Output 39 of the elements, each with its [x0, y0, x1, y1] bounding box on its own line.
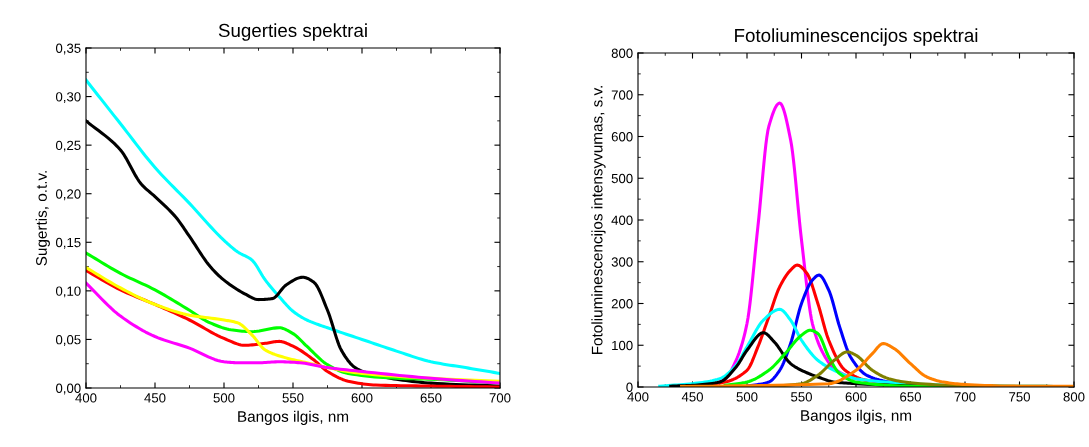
x-tick-label: 400 [75, 393, 97, 403]
x-tick-label: 600 [351, 393, 373, 403]
y-axis-title: Fotoliuminescencijos intensyvumas, s.v. [591, 86, 606, 355]
y-tick-label: 300 [611, 257, 633, 267]
y-tick-label: 100 [612, 340, 633, 351]
x-tick-label: 500 [213, 393, 235, 403]
x-tick-label: 700 [954, 392, 976, 402]
chart-title: Fotoliuminescencijos spektrai [735, 28, 978, 46]
x-tick-label: 650 [420, 393, 442, 403]
y-tick-label: 0,25 [55, 140, 81, 152]
x-tick-label: 500 [736, 392, 758, 402]
y-tick-label: 600 [611, 132, 633, 142]
y-tick-label: 700 [611, 90, 633, 100]
x-tick-label: 700 [489, 393, 511, 403]
x-tick-label: 600 [845, 392, 867, 402]
y-tick-label: 0,10 [55, 286, 81, 298]
y-tick-label: 500 [611, 173, 633, 184]
y-tick-label: 200 [611, 299, 633, 309]
y-tick-label: 0 [626, 382, 633, 392]
y-tick-label: 0,00 [55, 383, 81, 395]
x-tick-label: 750 [1009, 392, 1030, 402]
y-tick-label: 0,30 [55, 92, 81, 104]
chart-title: Sugerties spektrai [218, 23, 367, 41]
x-tick-label: 550 [282, 393, 304, 403]
y-tick-label: 0,20 [55, 189, 81, 201]
x-tick-label: 550 [791, 392, 812, 402]
y-tick-label: 0,05 [55, 335, 81, 346]
x-tick-label: 450 [144, 393, 166, 403]
x-axis-title: Bangos ilgis, nm [801, 409, 912, 424]
x-axis-title: Bangos ilgis, nm [238, 410, 349, 425]
y-tick-label: 800 [611, 48, 633, 58]
y-tick-label: 0,15 [55, 237, 81, 249]
x-tick-label: 400 [627, 392, 649, 402]
x-tick-label: 450 [681, 392, 703, 402]
x-tick-label: 800 [1063, 392, 1085, 402]
y-tick-label: 400 [611, 215, 633, 225]
x-tick-label: 650 [900, 392, 921, 402]
y-tick-label: 0,35 [55, 43, 81, 55]
y-axis-title: Sugertis, o.t.v. [35, 171, 50, 266]
